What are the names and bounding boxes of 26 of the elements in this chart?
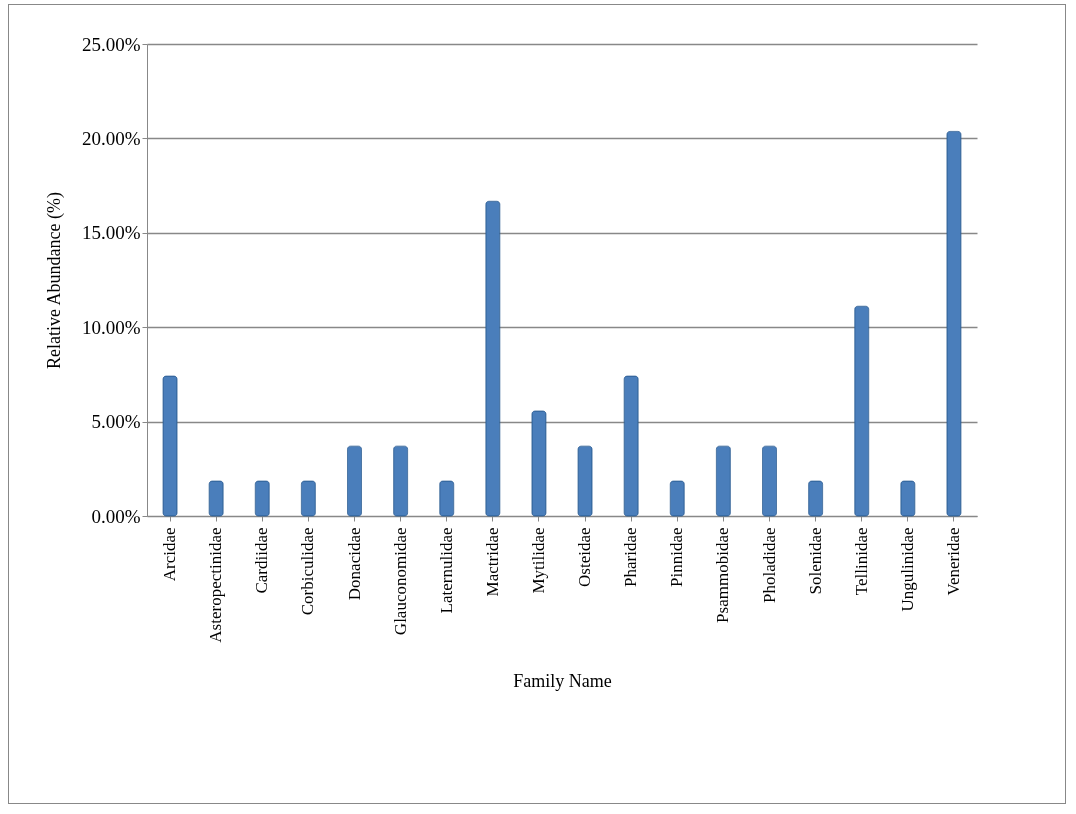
x-tick-label: Veneridae	[943, 527, 963, 596]
x-tick-label: Solenidae	[805, 527, 825, 595]
x-tick-label: Donacidae	[344, 527, 364, 601]
y-tick-label: 15.00%	[81, 222, 141, 244]
x-tick-label: Corbiculidae	[298, 527, 318, 616]
x-tick-label: Cardiidae	[252, 527, 272, 594]
x-tick-label: Arcidae	[160, 527, 180, 582]
y-tick-label: 25.00%	[81, 33, 141, 55]
x-tick-label: Glauconomidae	[390, 527, 410, 636]
y-tick-label: 20.00%	[81, 127, 141, 149]
x-axis-title: Family Name	[513, 670, 612, 691]
y-axis-title: Relative Abundance (%)	[43, 192, 65, 369]
x-tick-label: Pharidae	[621, 527, 641, 587]
y-tick-label: 5.00%	[91, 411, 141, 433]
y-tick-label: 10.00%	[81, 316, 141, 338]
x-tick-label: Mactridae	[482, 527, 502, 597]
x-tick-label: Pinnidae	[667, 527, 687, 587]
y-tick-label: 0.00%	[91, 505, 141, 527]
x-tick-label: Asteropectinidae	[206, 527, 226, 643]
x-tick-label: Psammobidae	[713, 527, 733, 623]
x-tick-label: Ungulinidae	[897, 527, 917, 612]
x-tick-label: Laternulidae	[436, 527, 456, 614]
x-tick-label: Tellinidae	[851, 527, 871, 596]
x-tick-label: Pholadidae	[759, 527, 779, 604]
x-tick-label: Mytilidae	[528, 527, 548, 594]
x-tick-label: Osteidae	[575, 527, 595, 587]
